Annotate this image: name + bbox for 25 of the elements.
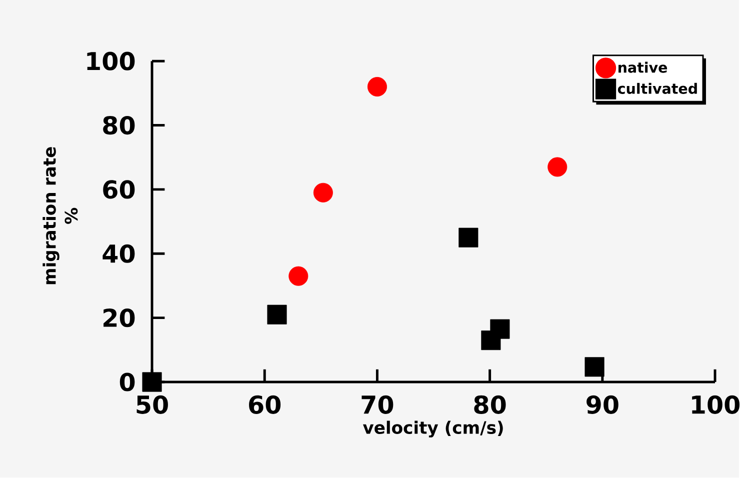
point	[142, 372, 162, 392]
legend-label: cultivated	[618, 83, 697, 94]
point	[288, 266, 308, 286]
point	[313, 183, 333, 203]
point	[584, 357, 604, 377]
y-tick-label: 60	[103, 180, 135, 199]
x-tick-label: 90	[586, 395, 618, 414]
x-tick-label: 60	[249, 395, 281, 414]
point	[458, 228, 478, 248]
y-tick-label: 80	[103, 116, 135, 135]
x-tick-label: 80	[474, 395, 506, 414]
point	[548, 157, 568, 177]
point	[367, 77, 387, 97]
x-tick-label: 50	[136, 395, 168, 414]
y-tick-label: 0	[120, 372, 135, 392]
y-tick-label: 100	[87, 52, 135, 71]
y-tick-label: 40	[102, 244, 135, 264]
y-tick-label: 20	[104, 308, 135, 328]
legend-label: native	[618, 62, 668, 73]
x-tick-label: 100	[692, 395, 740, 414]
y-axis-title: migration rate %	[42, 147, 78, 284]
point	[267, 304, 287, 325]
point	[490, 319, 510, 339]
x-axis-title: velocity (cm/s)	[362, 420, 503, 438]
x-tick-label: 70	[362, 395, 394, 414]
